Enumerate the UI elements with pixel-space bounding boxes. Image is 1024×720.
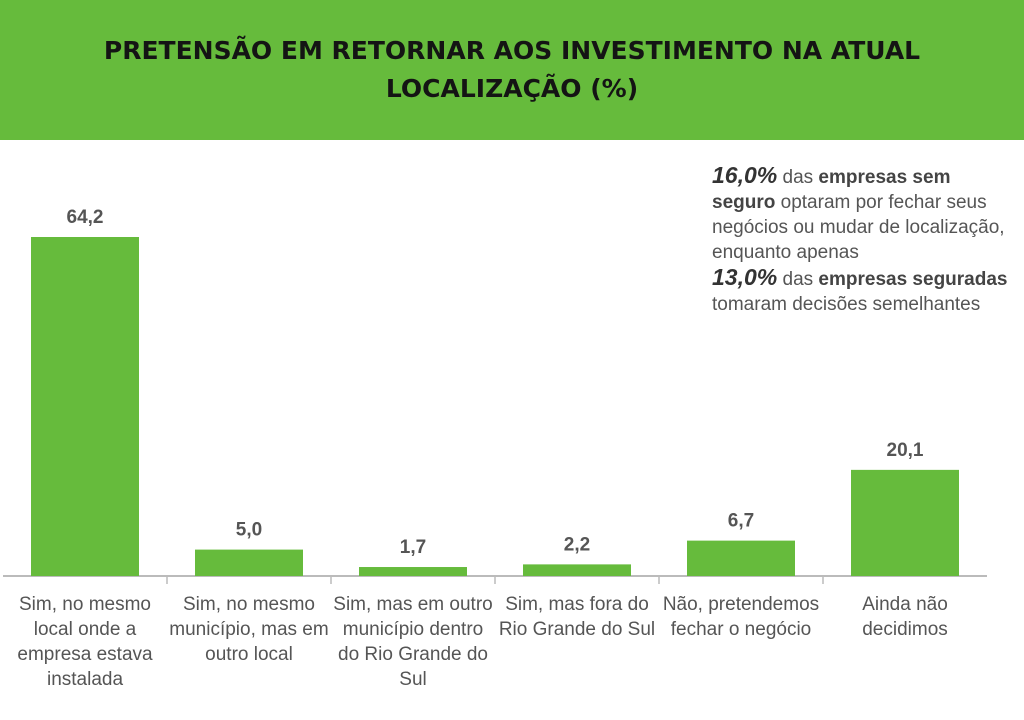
callout-text-2: optaram por fechar seus negócios ou muda… — [712, 192, 1005, 263]
chart-title: PRETENSÃO EM RETORNAR AOS INVESTIMENTO N… — [103, 36, 921, 103]
callout-text-4: tomaram decisões semelhantes — [712, 294, 981, 315]
category-label-6: Ainda não decidimos — [862, 594, 948, 640]
bar-4 — [523, 564, 631, 576]
value-label-5: 6,7 — [728, 511, 754, 532]
bar-5 — [687, 540, 795, 576]
callout-text-1: das — [777, 167, 819, 188]
callout-pct-uninsured: 16,0% — [712, 162, 778, 188]
category-label-4: Sim, mas fora do Rio Grande do Sul — [498, 594, 656, 640]
header-banner: PRETENSÃO EM RETORNAR AOS INVESTIMENTO N… — [0, 0, 1024, 140]
bar-2 — [195, 549, 303, 576]
category-label-5: Não, pretendemos fechar o negócio — [662, 594, 820, 640]
callout-text-3: das — [777, 269, 819, 290]
category-label-3: Sim, mas em outro município dentro do Ri… — [333, 594, 493, 690]
callout-pct-insured: 13,0% — [712, 264, 778, 290]
value-label-3: 1,7 — [400, 537, 426, 558]
callout-bold-insured: empresas seguradas — [818, 269, 1008, 290]
value-label-2: 5,0 — [236, 520, 262, 541]
bar-6 — [851, 469, 959, 576]
callout-bold-uninsured: empresas sem seguro — [712, 167, 951, 213]
bar-1 — [31, 237, 139, 576]
insurance-callout: 16,0% das empresas sem seguro optaram po… — [712, 163, 1017, 317]
category-label-1: Sim, no mesmo local onde a empresa estav… — [17, 594, 153, 690]
value-label-1: 64,2 — [67, 207, 104, 228]
bar-chart: 64,2 5,0 1,7 2,2 6,7 20,1 — [3, 207, 987, 584]
value-label-6: 20,1 — [887, 440, 924, 461]
bar-3 — [359, 567, 467, 576]
category-label-2: Sim, no mesmo município, mas em outro lo… — [169, 594, 329, 665]
value-label-4: 2,2 — [564, 534, 590, 555]
